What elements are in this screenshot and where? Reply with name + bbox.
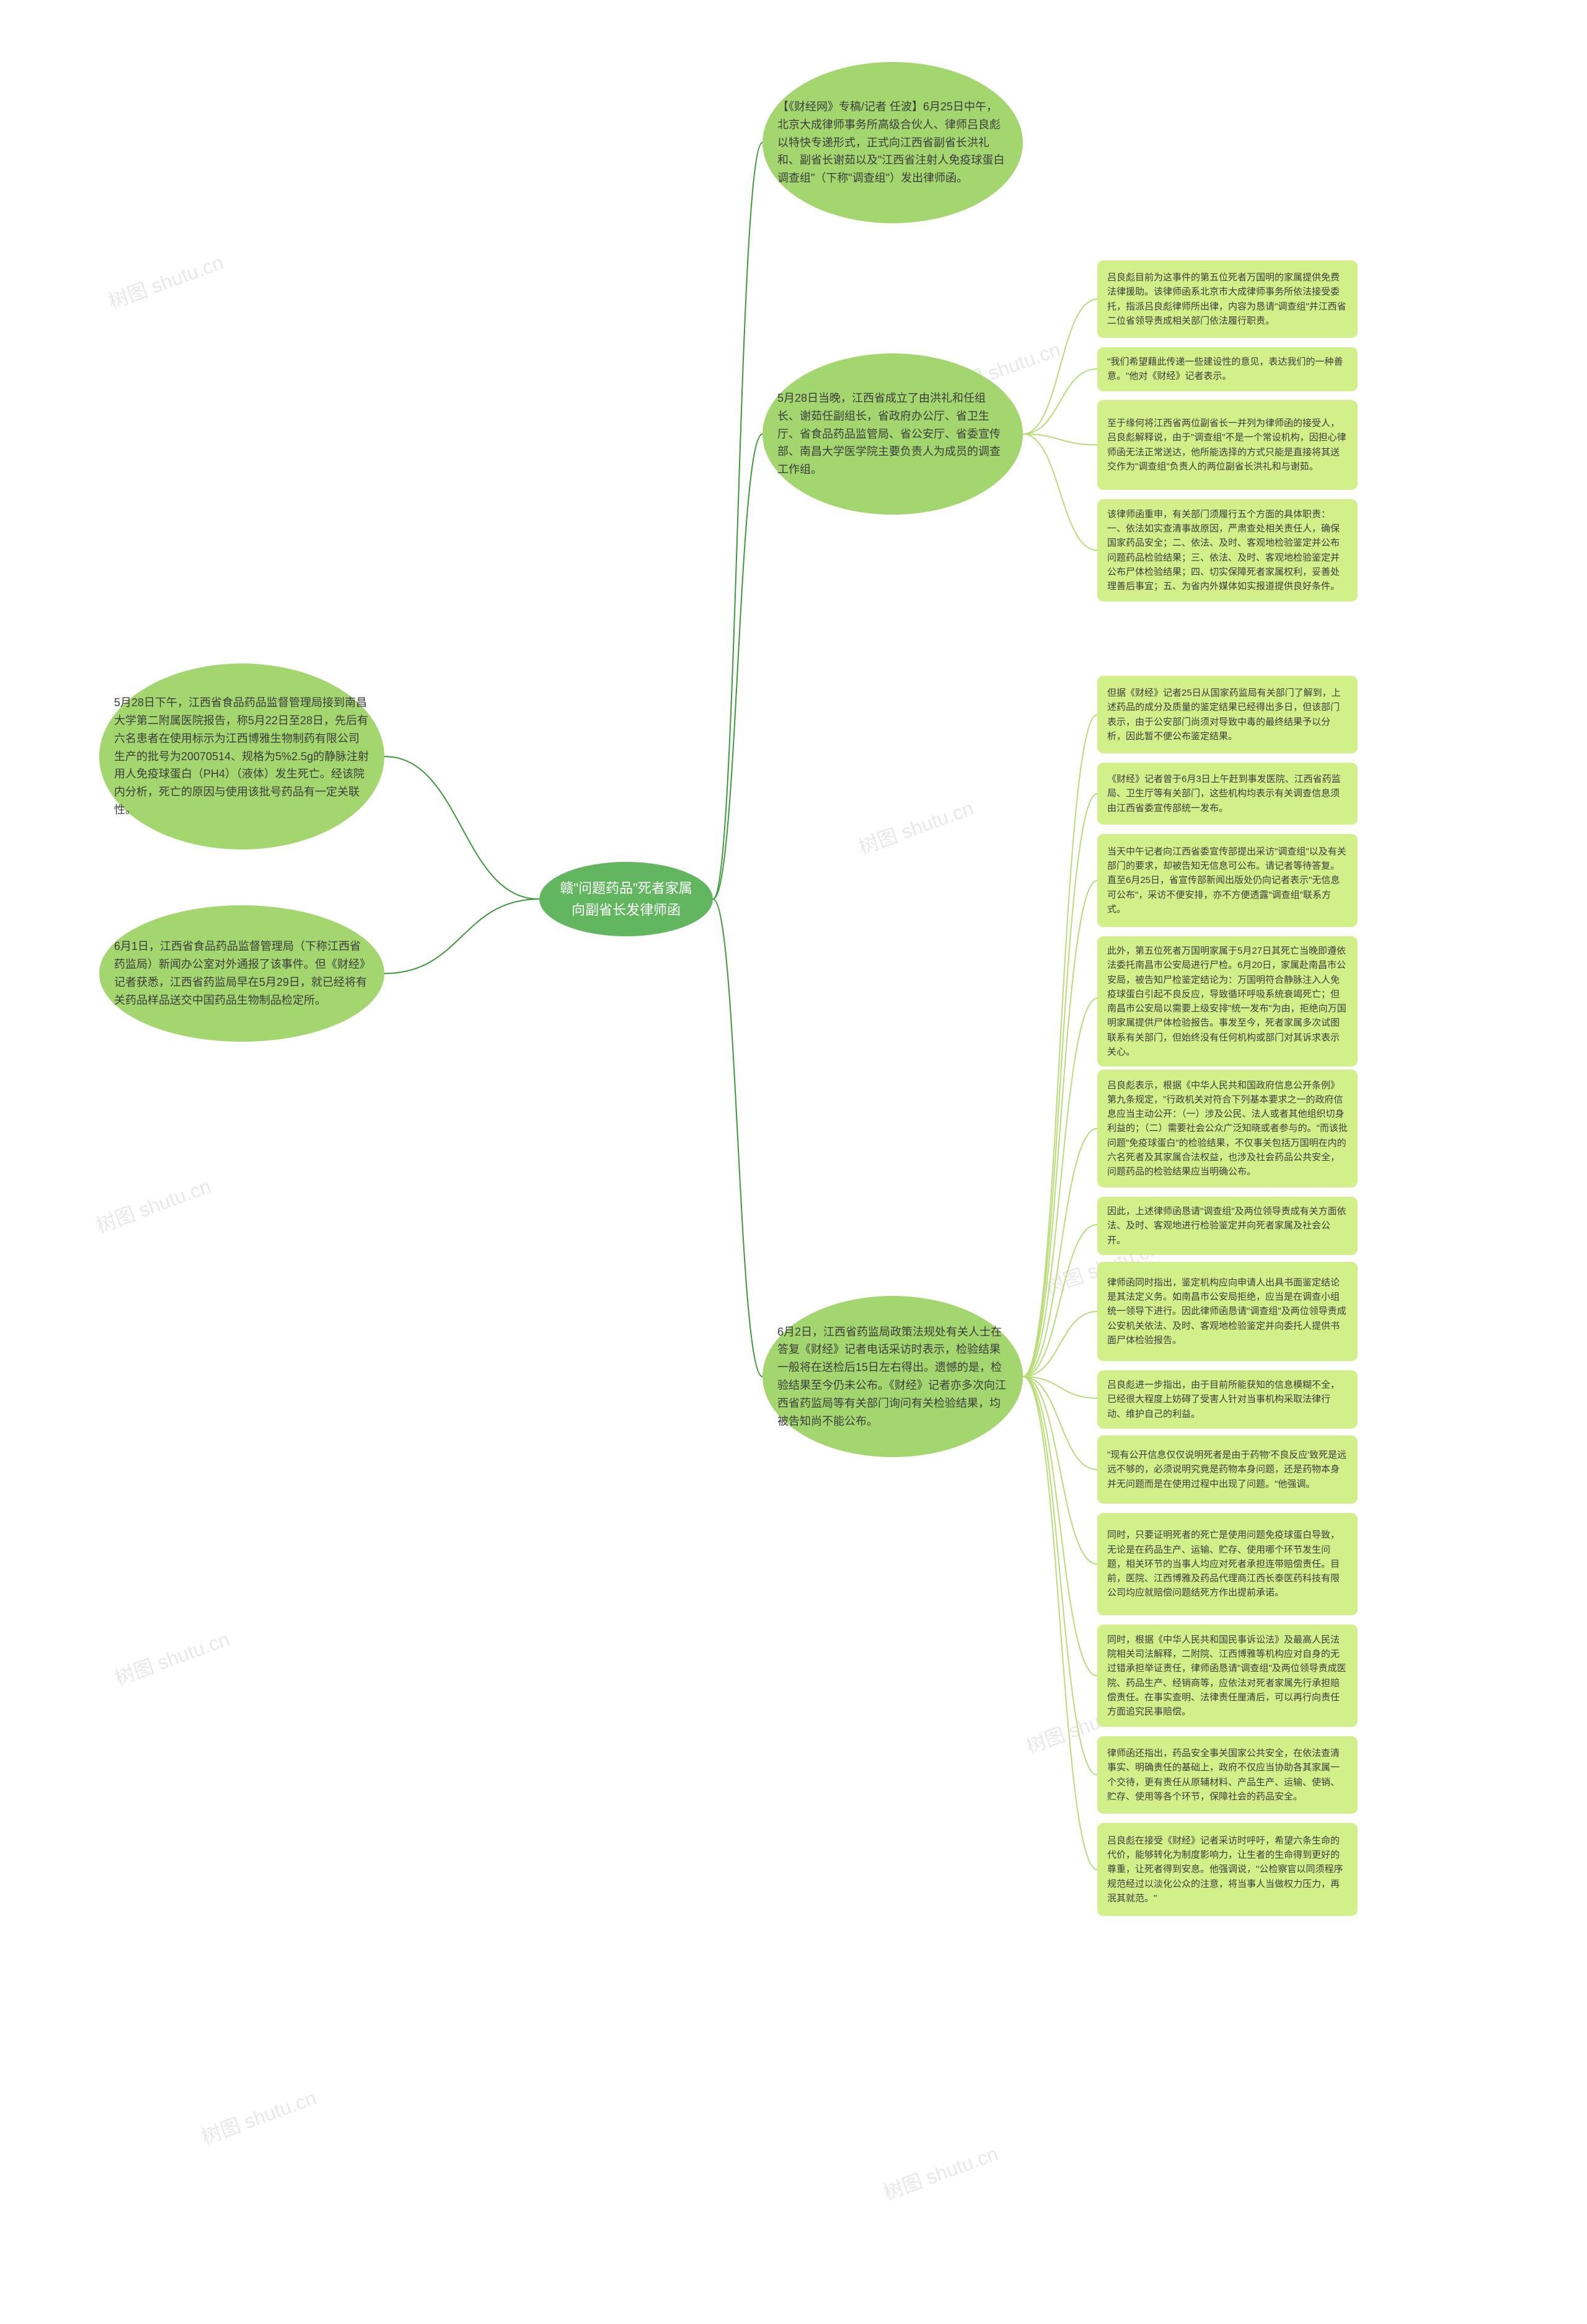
branch-node: 【《财经网》专稿/记者 任波】6月25日中午，北京大成律师事务所高级合伙人、律师…: [763, 62, 1023, 223]
leaf-node: 律师函还指出，药品安全事关国家公共安全，在依法查清事实、明确责任的基础上，政府不…: [1097, 1736, 1358, 1814]
leaf-node: 至于缘何将江西省两位副省长一并列为律师函的接受人，吕良彪解释说，由于"调查组"不…: [1097, 400, 1358, 490]
leaf-text: 吕良彪目前为这事件的第五位死者万国明的家属提供免费法律援助。该律师函系北京市大成…: [1107, 270, 1348, 328]
root-text: 赣"问题药品"死者家属向副省长发律师函: [560, 877, 692, 921]
leaf-node: 《财经》记者曾于6月3日上午赶到事发医院、江西省药监局、卫生厅等有关部门，这些机…: [1097, 763, 1358, 825]
branch-node: 6月1日，江西省食品药品监督管理局（下称江西省药监局）新闻办公室对外通报了该事件…: [99, 905, 384, 1042]
branch-text: 【《财经网》专稿/记者 任波】6月25日中午，北京大成律师事务所高级合伙人、律师…: [777, 98, 1008, 187]
leaf-text: 此外，第五位死者万国明家属于5月27日其死亡当晚即遵依法委托南昌市公安局进行尸检…: [1107, 944, 1348, 1059]
watermark: 树图 shutu.cn: [854, 792, 977, 861]
leaf-node: 此外，第五位死者万国明家属于5月27日其死亡当晚即遵依法委托南昌市公安局进行尸检…: [1097, 936, 1358, 1067]
branch-node: 6月2日，江西省药监局政策法规处有关人士在答复《财经》记者电话采访时表示，检验结…: [763, 1296, 1023, 1457]
leaf-node: 吕良彪在接受《财经》记者采访时呼吁，希望六条生命的代价，能够转化为制度影响力，让…: [1097, 1823, 1358, 1916]
branch-text: 6月2日，江西省药监局政策法规处有关人士在答复《财经》记者电话采访时表示，检验结…: [777, 1323, 1008, 1430]
branch-text: 5月28日当晚，江西省成立了由洪礼和任组长、谢茹任副组长，省政府办公厅、省卫生厅…: [777, 389, 1008, 479]
branch-node: 5月28日当晚，江西省成立了由洪礼和任组长、谢茹任副组长，省政府办公厅、省卫生厅…: [763, 353, 1023, 515]
branch-text: 5月28日下午，江西省食品药品监督管理局接到南昌大学第二附属医院报告，称5月22…: [114, 694, 369, 819]
leaf-node: 同时，根据《中华人民共和国民事诉讼法》及最高人民法院相关司法解释，二附院、江西博…: [1097, 1625, 1358, 1727]
leaf-text: "我们希望藉此传递一些建设性的意见，表达我们的一种善意。"他对《财经》记者表示。: [1107, 355, 1348, 384]
branch-node: 5月28日下午，江西省食品药品监督管理局接到南昌大学第二附属医院报告，称5月22…: [99, 663, 384, 849]
leaf-node: "我们希望藉此传递一些建设性的意见，表达我们的一种善意。"他对《财经》记者表示。: [1097, 347, 1358, 391]
watermark: 树图 shutu.cn: [92, 1171, 214, 1239]
leaf-text: 至于缘何将江西省两位副省长一并列为律师函的接受人，吕良彪解释说，由于"调查组"不…: [1107, 416, 1348, 474]
leaf-text: 但据《财经》记者25日从国家药监局有关部门了解到，上述药品的成分及质量的鉴定结果…: [1107, 686, 1348, 743]
leaf-text: 律师函还指出，药品安全事关国家公共安全，在依法查清事实、明确责任的基础上，政府不…: [1107, 1746, 1348, 1804]
leaf-node: 该律师函重申，有关部门须履行五个方面的具体职责：一、依法如实查清事故原因，严肃查…: [1097, 499, 1358, 601]
leaf-text: 吕良彪表示，根据《中华人民共和国政府信息公开条例》第九条规定，"行政机关对符合下…: [1107, 1078, 1348, 1179]
leaf-text: "现有公开信息仅仅说明死者是由于药物'不良反应'致死是远远不够的，必须说明究竟是…: [1107, 1448, 1348, 1491]
leaf-text: 该律师函重申，有关部门须履行五个方面的具体职责：一、依法如实查清事故原因，严肃查…: [1107, 507, 1348, 594]
leaf-node: 因此，上述律师函恳请"调查组"及两位领导责成有关方面依法、及时、客观地进行检验鉴…: [1097, 1197, 1358, 1255]
leaf-node: 吕良彪进一步指出，由于目前所能获知的信息模糊不全，已经很大程度上妨碍了受害人针对…: [1097, 1370, 1358, 1429]
leaf-text: 吕良彪进一步指出，由于目前所能获知的信息模糊不全，已经很大程度上妨碍了受害人针对…: [1107, 1378, 1348, 1421]
leaf-node: 吕良彪目前为这事件的第五位死者万国明的家属提供免费法律援助。该律师函系北京市大成…: [1097, 260, 1358, 338]
leaf-node: 当天中午记者向江西省委宣传部提出采访"调查组"以及有关部门的要求，却被告知无信息…: [1097, 834, 1358, 927]
leaf-node: "现有公开信息仅仅说明死者是由于药物'不良反应'致死是远远不够的，必须说明究竟是…: [1097, 1435, 1358, 1504]
leaf-text: 同时，只要证明死者的死亡是使用问题免疫球蛋白导致，无论是在药品生产、运输、贮存、…: [1107, 1528, 1348, 1600]
leaf-node: 但据《财经》记者25日从国家药监局有关部门了解到，上述药品的成分及质量的鉴定结果…: [1097, 676, 1358, 753]
leaf-text: 《财经》记者曾于6月3日上午赶到事发医院、江西省药监局、卫生厅等有关部门，这些机…: [1107, 772, 1348, 815]
leaf-text: 因此，上述律师函恳请"调查组"及两位领导责成有关方面依法、及时、客观地进行检验鉴…: [1107, 1204, 1348, 1248]
leaf-text: 同时，根据《中华人民共和国民事诉讼法》及最高人民法院相关司法解释，二附院、江西博…: [1107, 1633, 1348, 1719]
branch-text: 6月1日，江西省食品药品监督管理局（下称江西省药监局）新闻办公室对外通报了该事件…: [114, 938, 369, 1009]
watermark: 树图 shutu.cn: [104, 247, 227, 315]
leaf-text: 律师函同时指出，鉴定机构应向申请人出具书面鉴定结论是其法定义务。如南昌市公安局拒…: [1107, 1275, 1348, 1347]
leaf-text: 吕良彪在接受《财经》记者采访时呼吁，希望六条生命的代价，能够转化为制度影响力，让…: [1107, 1834, 1348, 1905]
watermark: 树图 shutu.cn: [879, 2138, 1002, 2206]
watermark: 树图 shutu.cn: [197, 2082, 320, 2150]
root-node: 赣"问题药品"死者家属向副省长发律师函: [539, 862, 713, 936]
watermark: 树图 shutu.cn: [110, 1623, 233, 1692]
leaf-node: 律师函同时指出，鉴定机构应向申请人出具书面鉴定结论是其法定义务。如南昌市公安局拒…: [1097, 1262, 1358, 1361]
leaf-node: 同时，只要证明死者的死亡是使用问题免疫球蛋白导致，无论是在药品生产、运输、贮存、…: [1097, 1513, 1358, 1615]
leaf-node: 吕良彪表示，根据《中华人民共和国政府信息公开条例》第九条规定，"行政机关对符合下…: [1097, 1070, 1358, 1187]
leaf-text: 当天中午记者向江西省委宣传部提出采访"调查组"以及有关部门的要求，却被告知无信息…: [1107, 845, 1348, 916]
